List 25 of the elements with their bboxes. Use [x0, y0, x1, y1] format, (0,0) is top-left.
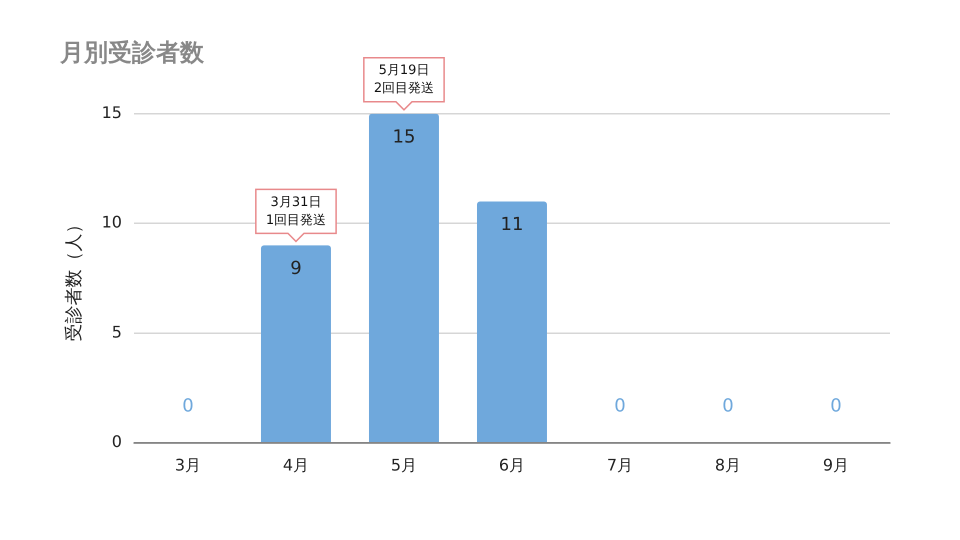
x-tick-label: 8月: [714, 456, 742, 475]
x-tick-label: 7月: [606, 456, 634, 475]
chart-title: 月別受診者数: [59, 38, 205, 67]
bar: [260, 245, 331, 442]
x-tick-label: 5月: [390, 456, 418, 475]
y-tick-label: 0: [112, 432, 122, 451]
annotation: 5月19日 2回目発送: [374, 63, 434, 96]
annotation: 3月31日 1回目発送: [266, 194, 326, 228]
data-label: 0: [182, 395, 194, 416]
data-label: 0: [614, 395, 626, 416]
y-tick-label: 5: [112, 322, 122, 342]
data-label: 0: [722, 395, 734, 416]
data-label: 0: [830, 395, 842, 416]
y-tick-label: 10: [102, 212, 122, 232]
data-label: 11: [500, 214, 524, 236]
y-axis-title: 受診者数（人）: [63, 215, 84, 342]
bar: [476, 202, 547, 442]
y-tick-label: 15: [102, 102, 122, 122]
data-label: 9: [290, 258, 302, 280]
x-tick-label: 3月: [174, 456, 202, 475]
x-tick-label: 6月: [498, 456, 526, 475]
x-tick-label: 4月: [282, 456, 310, 475]
bar: [368, 114, 439, 442]
x-tick-label: 9月: [822, 456, 850, 475]
data-label: 15: [392, 126, 416, 148]
